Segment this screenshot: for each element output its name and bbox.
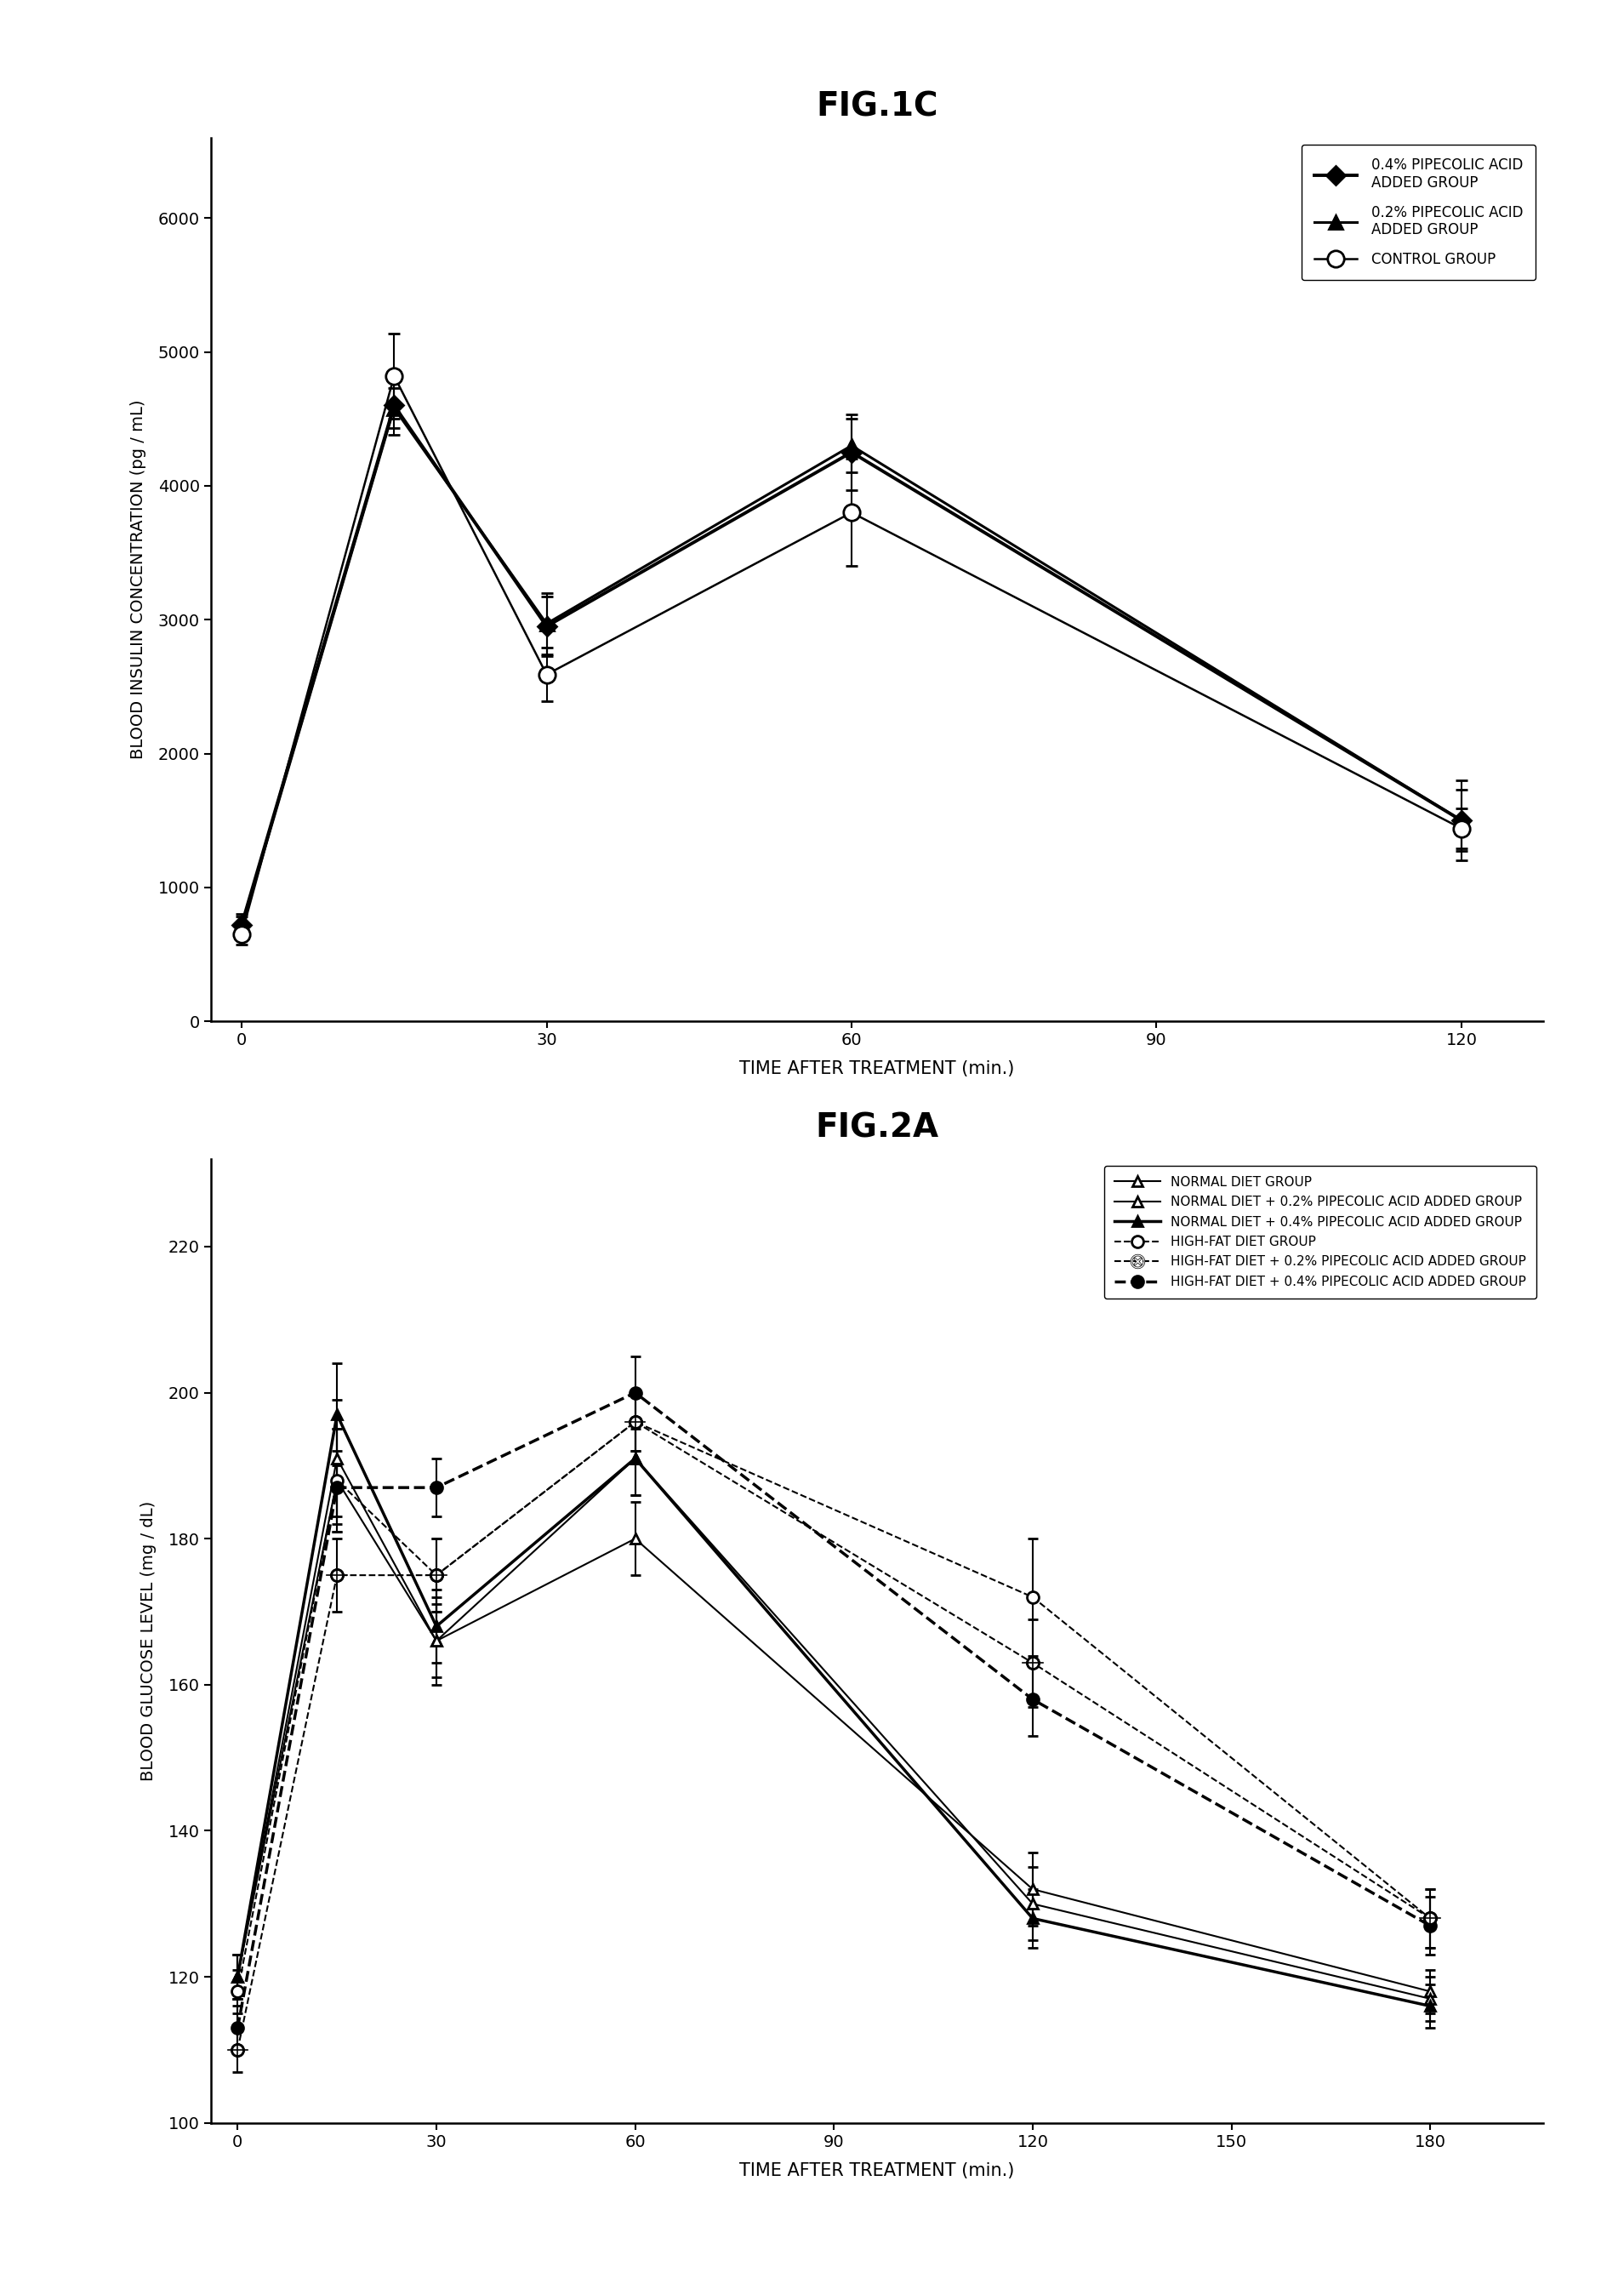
Title: FIG.2A: FIG.2A — [815, 1113, 939, 1145]
Title: FIG.1C: FIG.1C — [815, 92, 939, 124]
X-axis label: TIME AFTER TREATMENT (min.): TIME AFTER TREATMENT (min.) — [739, 1060, 1015, 1079]
X-axis label: TIME AFTER TREATMENT (min.): TIME AFTER TREATMENT (min.) — [739, 2162, 1015, 2180]
Legend: NORMAL DIET GROUP, NORMAL DIET + 0.2% PIPECOLIC ACID ADDED GROUP, NORMAL DIET + : NORMAL DIET GROUP, NORMAL DIET + 0.2% PI… — [1104, 1166, 1536, 1299]
Y-axis label: BLOOD INSULIN CONCENTRATION (pg / mL): BLOOD INSULIN CONCENTRATION (pg / mL) — [130, 399, 146, 760]
Y-axis label: BLOOD GLUCOSE LEVEL (mg / dL): BLOOD GLUCOSE LEVEL (mg / dL) — [140, 1501, 156, 1781]
Legend: 0.4% PIPECOLIC ACID
ADDED GROUP, 0.2% PIPECOLIC ACID
ADDED GROUP, CONTROL GROUP: 0.4% PIPECOLIC ACID ADDED GROUP, 0.2% PI… — [1301, 145, 1536, 280]
